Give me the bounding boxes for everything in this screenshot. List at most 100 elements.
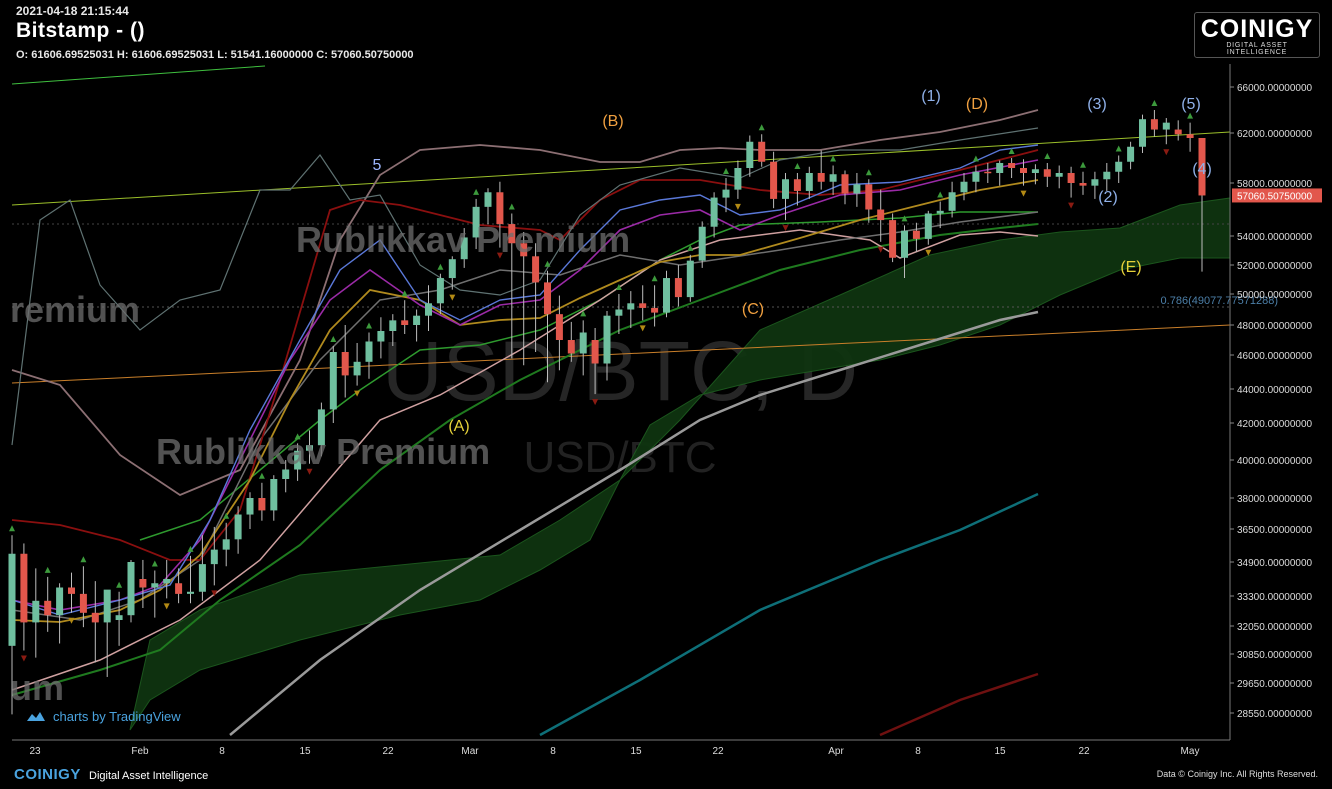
x-tick-label: Apr <box>828 746 844 757</box>
y-tick-label: 50000.00000000 <box>1237 290 1313 301</box>
y-tick-label: 38000.00000000 <box>1237 494 1313 505</box>
candle-body <box>44 600 52 616</box>
ohlc-readout: O: 61606.69525031 H: 61606.69525031 L: 5… <box>16 49 414 61</box>
signal-markers <box>9 100 1194 662</box>
sell-signal-marker <box>449 294 456 301</box>
candle-body <box>1079 183 1087 186</box>
y-tick-label: 42000.00000000 <box>1237 419 1313 430</box>
overlay-watermark-text: um <box>10 667 64 708</box>
candle-body <box>829 174 837 182</box>
candle-body <box>960 181 968 193</box>
x-tick-label: 15 <box>299 746 311 757</box>
y-tick-label: 33300.00000000 <box>1237 592 1313 603</box>
candle-body <box>1186 134 1194 138</box>
candle-body <box>805 173 813 191</box>
candle-body <box>68 587 75 594</box>
candle-body <box>984 171 992 174</box>
elliott-wave-label: 5 <box>373 157 382 174</box>
chart-title: Bitstamp - () <box>16 19 145 42</box>
candle-body <box>91 612 99 623</box>
candle-body <box>555 314 563 340</box>
buy-signal-marker <box>1151 100 1158 106</box>
buy-signal-marker <box>901 215 908 222</box>
candle-body <box>1020 168 1027 173</box>
sell-signal-marker <box>163 603 170 610</box>
coinigy-logo[interactable]: COINIGY DIGITAL ASSET INTELLIGENCE <box>1194 12 1320 58</box>
candles <box>8 110 1206 715</box>
candle-body <box>210 549 218 565</box>
ma-darkred <box>879 672 1039 737</box>
candle-body <box>1043 169 1051 177</box>
y-tick-label: 29650.00000000 <box>1237 679 1313 690</box>
y-tick-label: 62000.00000000 <box>1237 129 1313 140</box>
buy-signal-marker <box>687 244 694 251</box>
candle-body <box>484 192 492 207</box>
x-tick-label: 8 <box>915 746 921 757</box>
upper-trend-line <box>11 131 1231 206</box>
fib-retracement-label: 0.786(49077.77571288) <box>1161 295 1278 307</box>
buy-signal-marker <box>401 290 408 297</box>
footer-brand[interactable]: COINIGY <box>14 766 81 783</box>
candle-body <box>79 593 87 613</box>
candle-body <box>401 320 409 325</box>
candle-body <box>329 352 337 410</box>
y-tick-label: 34900.00000000 <box>1237 558 1313 569</box>
candle-body <box>698 226 706 261</box>
buy-signal-marker <box>1008 148 1015 154</box>
candle-body <box>460 237 468 260</box>
y-tick-label: 30850.00000000 <box>1237 650 1313 661</box>
candle-body <box>1115 161 1123 172</box>
tradingview-attribution[interactable]: charts by TradingView <box>25 709 181 725</box>
candle-body <box>139 579 147 588</box>
sell-signal-marker <box>639 325 646 332</box>
buy-signal-marker <box>151 560 158 567</box>
symbol-watermark-small: USD/BTC <box>523 433 716 482</box>
ma-gold <box>11 179 1039 623</box>
sell-signal-marker <box>782 225 789 232</box>
x-tick-label: 15 <box>630 746 642 757</box>
candle-body <box>793 179 801 191</box>
sell-signal-marker <box>306 468 313 475</box>
candle-body <box>32 600 40 623</box>
candle-body <box>603 315 611 364</box>
candle-body <box>972 171 980 182</box>
candle-body <box>1174 129 1182 135</box>
candle-body <box>889 220 897 258</box>
logo-tagline: DIGITAL ASSET INTELLIGENCE <box>1226 42 1288 56</box>
candle-body <box>270 479 278 511</box>
candle-body <box>901 230 908 258</box>
candle-body <box>1067 173 1075 183</box>
candle-body <box>306 445 313 451</box>
candle-body <box>639 303 647 308</box>
tradingview-text: charts by TradingView <box>53 709 181 724</box>
sell-signal-marker <box>354 390 361 397</box>
buy-signal-marker <box>9 525 15 532</box>
candle-body <box>1162 122 1170 130</box>
candle-body <box>115 615 123 620</box>
sell-signal-marker <box>211 590 218 597</box>
candle-body <box>912 230 920 239</box>
candle-body <box>282 469 290 479</box>
candle-body <box>722 189 730 198</box>
candle-body <box>674 278 682 298</box>
candle-body <box>317 409 325 446</box>
elliott-wave-label: (1) <box>921 88 941 105</box>
candle-body <box>841 174 849 194</box>
oscillator-line <box>11 127 1039 446</box>
green-ray <box>11 65 266 85</box>
sell-signal-marker <box>1068 202 1075 209</box>
buy-signal-marker <box>972 155 979 162</box>
x-tick-label: 22 <box>712 746 724 757</box>
buy-signal-marker <box>544 260 551 267</box>
candle-body <box>710 197 718 227</box>
candle-body <box>151 583 159 588</box>
buy-signal-marker <box>1187 112 1194 119</box>
ma-blue <box>11 144 1039 616</box>
candle-body <box>20 553 28 623</box>
ichimoku-cloud <box>129 197 1231 731</box>
candle-body <box>686 260 694 298</box>
elliott-wave-label: (D) <box>966 96 988 113</box>
elliott-wave-label: (B) <box>602 113 623 130</box>
candle-body <box>948 192 956 211</box>
